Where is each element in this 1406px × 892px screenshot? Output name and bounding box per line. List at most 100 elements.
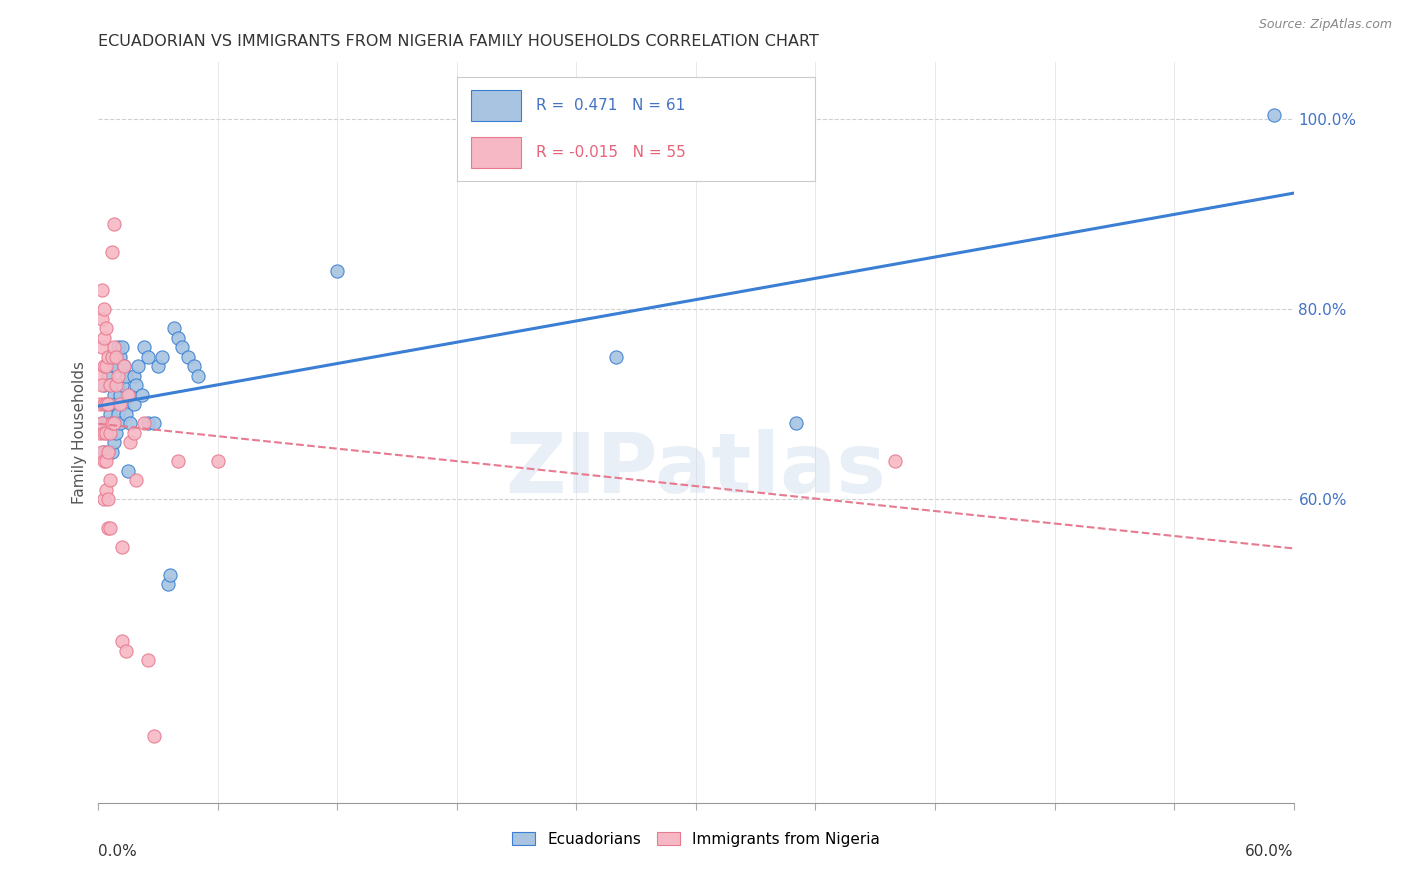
Point	[91, 311, 114, 326]
Point	[98, 378, 122, 392]
Point	[120, 387, 142, 401]
Point	[785, 416, 807, 430]
Point	[101, 397, 124, 411]
Point	[207, 454, 229, 468]
Point	[120, 416, 142, 430]
Point	[115, 368, 138, 383]
Point	[91, 416, 114, 430]
Point	[91, 340, 114, 354]
Text: ECUADORIAN VS IMMIGRANTS FROM NIGERIA FAMILY HOUSEHOLDS CORRELATION CHART: ECUADORIAN VS IMMIGRANTS FROM NIGERIA FA…	[98, 34, 820, 49]
Point	[110, 387, 132, 401]
Point	[107, 368, 129, 383]
Point	[96, 359, 118, 374]
Point	[96, 321, 118, 335]
Point	[98, 425, 122, 440]
Point	[107, 378, 129, 392]
Point	[93, 397, 115, 411]
Point	[115, 407, 138, 421]
Point	[105, 359, 128, 374]
Point	[103, 217, 125, 231]
Point	[89, 397, 111, 411]
Point	[134, 340, 156, 354]
Point	[93, 331, 115, 345]
Point	[107, 407, 129, 421]
Point	[98, 520, 122, 534]
Point	[884, 454, 907, 468]
Point	[1263, 108, 1285, 122]
Point	[107, 340, 129, 354]
Point	[96, 483, 118, 497]
Point	[103, 435, 125, 450]
Point	[148, 359, 170, 374]
Point	[115, 644, 138, 658]
Point	[103, 340, 125, 354]
Point	[124, 425, 146, 440]
Point	[101, 416, 124, 430]
Point	[96, 397, 118, 411]
Point	[124, 397, 146, 411]
Point	[125, 378, 148, 392]
Point	[93, 454, 115, 468]
Point	[89, 425, 111, 440]
Point	[97, 491, 120, 506]
Point	[157, 577, 180, 591]
Point	[105, 350, 128, 364]
Point	[159, 568, 181, 582]
Point	[163, 321, 186, 335]
Point	[93, 491, 115, 506]
Point	[124, 368, 146, 383]
Point	[103, 416, 125, 430]
Point	[120, 435, 142, 450]
Point	[91, 444, 114, 458]
Point	[143, 730, 166, 744]
Text: Source: ZipAtlas.com: Source: ZipAtlas.com	[1258, 18, 1392, 31]
Point	[111, 340, 134, 354]
Point	[127, 359, 149, 374]
Point	[103, 416, 125, 430]
Legend: Ecuadorians, Immigrants from Nigeria: Ecuadorians, Immigrants from Nigeria	[505, 824, 887, 855]
Point	[111, 378, 134, 392]
Text: ZIPatlas: ZIPatlas	[506, 429, 886, 510]
Point	[111, 634, 134, 648]
Point	[105, 378, 128, 392]
Point	[110, 350, 132, 364]
Point	[117, 387, 139, 401]
Point	[131, 387, 153, 401]
Point	[96, 416, 118, 430]
Point	[93, 425, 115, 440]
Point	[103, 387, 125, 401]
Point	[112, 359, 135, 374]
Point	[136, 350, 159, 364]
Point	[177, 350, 200, 364]
Point	[150, 350, 173, 364]
Point	[167, 331, 190, 345]
Point	[93, 302, 115, 317]
Point	[110, 397, 132, 411]
Point	[125, 473, 148, 487]
Point	[97, 397, 120, 411]
Point	[98, 378, 122, 392]
Text: 0.0%: 0.0%	[98, 845, 138, 860]
Point	[98, 425, 122, 440]
Text: 60.0%: 60.0%	[1246, 845, 1294, 860]
Point	[101, 416, 124, 430]
Point	[187, 368, 209, 383]
Point	[96, 425, 118, 440]
Point	[101, 350, 124, 364]
Point	[97, 368, 120, 383]
Point	[97, 520, 120, 534]
Point	[91, 416, 114, 430]
Point	[93, 359, 115, 374]
Point	[110, 416, 132, 430]
Point	[167, 454, 190, 468]
Point	[183, 359, 205, 374]
Point	[101, 350, 124, 364]
Point	[605, 350, 627, 364]
Point	[97, 444, 120, 458]
Point	[89, 368, 111, 383]
Point	[143, 416, 166, 430]
Point	[97, 416, 120, 430]
Point	[101, 245, 124, 260]
Point	[93, 378, 115, 392]
Point	[326, 264, 349, 278]
